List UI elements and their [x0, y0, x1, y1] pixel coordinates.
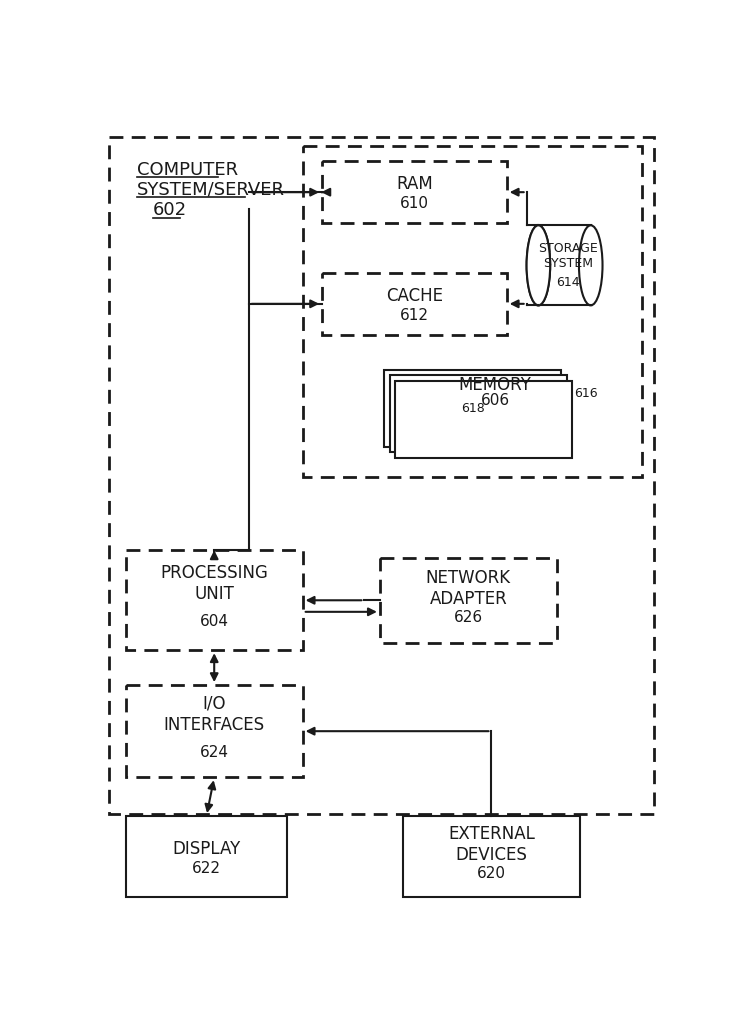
Bar [109, 137, 654, 814]
Bar [322, 273, 507, 335]
Text: 610: 610 [400, 197, 429, 211]
Text: 620: 620 [477, 865, 506, 881]
Text: 616: 616 [574, 387, 598, 400]
Bar [126, 685, 303, 777]
Text: 622: 622 [192, 861, 221, 877]
Text: 606: 606 [481, 392, 510, 408]
Text: DISPLAY: DISPLAY [173, 840, 240, 858]
Text: STORAGE
SYSTEM: STORAGE SYSTEM [539, 242, 598, 270]
Text: PROCESSING
UNIT: PROCESSING UNIT [160, 564, 268, 603]
Text: 604: 604 [199, 614, 228, 630]
Bar [385, 370, 562, 447]
Text: 612: 612 [400, 308, 429, 323]
Ellipse shape [579, 225, 603, 305]
Bar [379, 558, 557, 643]
Bar [395, 381, 572, 458]
Bar [403, 816, 580, 897]
Text: 624: 624 [199, 745, 228, 760]
Text: 602: 602 [153, 202, 187, 219]
Text: I/O
INTERFACES: I/O INTERFACES [164, 695, 265, 733]
Bar [303, 146, 641, 477]
Text: CACHE: CACHE [386, 287, 443, 305]
Text: 614: 614 [557, 275, 580, 289]
Text: 626: 626 [454, 609, 483, 625]
Text: RAM: RAM [396, 175, 433, 194]
Text: MEMORY: MEMORY [459, 376, 532, 393]
Ellipse shape [527, 225, 550, 305]
Bar [322, 162, 507, 223]
Bar [126, 816, 287, 897]
Text: SYSTEM/SERVER: SYSTEM/SERVER [137, 180, 285, 199]
Text: COMPUTER: COMPUTER [137, 162, 238, 179]
Text: 618: 618 [461, 402, 485, 415]
Bar [539, 225, 591, 305]
Ellipse shape [527, 225, 550, 305]
Text: NETWORK
ADAPTER: NETWORK ADAPTER [426, 569, 511, 608]
Bar [390, 376, 567, 453]
Text: EXTERNAL
DEVICES: EXTERNAL DEVICES [448, 825, 535, 864]
Bar [126, 550, 303, 650]
